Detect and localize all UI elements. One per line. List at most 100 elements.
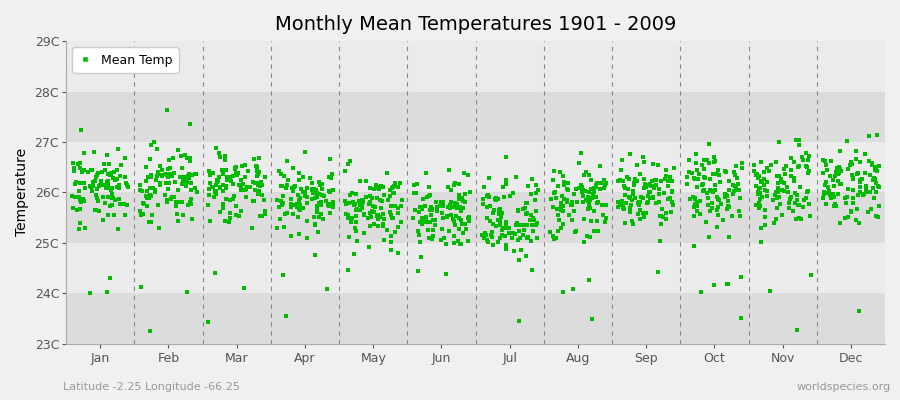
Point: [391, 184, 405, 190]
Point: [387, 189, 401, 196]
Point: [771, 185, 786, 191]
Point: [73, 160, 87, 167]
Point: [665, 189, 680, 196]
Point: [502, 224, 517, 231]
Point: [760, 193, 774, 199]
Point: [421, 227, 436, 234]
Point: [691, 170, 706, 177]
Point: [352, 206, 366, 213]
Point: [772, 173, 787, 179]
Point: [117, 201, 131, 208]
Point: [559, 197, 573, 203]
Point: [436, 203, 450, 210]
Point: [181, 173, 195, 179]
Point: [850, 206, 865, 212]
Point: [525, 267, 539, 274]
Point: [766, 196, 780, 203]
Point: [598, 214, 613, 221]
Point: [234, 186, 248, 193]
Point: [586, 191, 600, 197]
Point: [86, 183, 101, 190]
Point: [377, 192, 392, 198]
Point: [387, 183, 401, 190]
Point: [319, 197, 333, 204]
Point: [155, 173, 169, 180]
Point: [171, 186, 185, 193]
Point: [821, 183, 835, 190]
Point: [729, 184, 743, 190]
Point: [88, 174, 103, 180]
Point: [799, 163, 814, 169]
Point: [480, 215, 494, 221]
Point: [476, 196, 491, 202]
Point: [446, 204, 461, 210]
Point: [733, 212, 747, 219]
Point: [181, 202, 195, 208]
Point: [789, 216, 804, 222]
Point: [356, 230, 371, 236]
Point: [867, 195, 881, 202]
Point: [491, 217, 506, 224]
Point: [305, 187, 320, 194]
Point: [769, 216, 783, 222]
Point: [72, 188, 86, 194]
Point: [543, 229, 557, 236]
Point: [316, 216, 330, 222]
Point: [110, 166, 124, 173]
Point: [429, 199, 444, 206]
Point: [520, 235, 535, 242]
Point: [587, 228, 601, 234]
Point: [611, 204, 625, 210]
Point: [253, 213, 267, 219]
Point: [639, 210, 653, 216]
Point: [707, 187, 722, 193]
Point: [72, 193, 86, 200]
Point: [654, 212, 669, 219]
Point: [183, 199, 197, 205]
Point: [406, 182, 420, 188]
Point: [229, 202, 243, 209]
Point: [525, 222, 539, 228]
Point: [158, 171, 173, 178]
Point: [325, 170, 339, 177]
Point: [634, 194, 648, 200]
Point: [149, 146, 164, 152]
Point: [617, 182, 632, 189]
Point: [489, 195, 503, 201]
Point: [649, 182, 663, 188]
Point: [151, 202, 166, 208]
Point: [133, 187, 148, 194]
Point: [287, 184, 302, 190]
Point: [171, 218, 185, 224]
Point: [190, 188, 204, 195]
Point: [101, 170, 115, 177]
Point: [413, 219, 428, 225]
Point: [436, 226, 450, 232]
Point: [453, 241, 467, 247]
Point: [703, 176, 717, 182]
Point: [355, 202, 369, 209]
Point: [867, 176, 881, 182]
Point: [633, 207, 647, 214]
Point: [311, 179, 326, 185]
Point: [777, 180, 791, 186]
Point: [702, 207, 716, 214]
Point: [314, 211, 328, 217]
Point: [226, 173, 240, 179]
Point: [747, 168, 761, 174]
Point: [248, 180, 262, 186]
Point: [320, 286, 334, 292]
Point: [701, 202, 716, 208]
Point: [819, 178, 833, 185]
Point: [249, 167, 264, 174]
Point: [853, 184, 868, 191]
Point: [120, 202, 134, 208]
Point: [300, 218, 314, 224]
Point: [158, 192, 172, 198]
Point: [180, 179, 194, 186]
Point: [159, 106, 174, 113]
Point: [482, 194, 496, 200]
Point: [598, 180, 613, 186]
Point: [584, 176, 598, 183]
Point: [849, 217, 863, 224]
